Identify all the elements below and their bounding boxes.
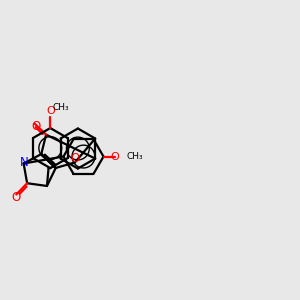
Text: N: N xyxy=(20,156,28,170)
Text: O: O xyxy=(31,120,40,133)
Text: CH₃: CH₃ xyxy=(126,152,143,161)
Text: O: O xyxy=(11,191,21,204)
Text: O: O xyxy=(46,106,55,116)
Text: CH₃: CH₃ xyxy=(52,103,69,112)
Text: O: O xyxy=(111,152,119,162)
Text: O: O xyxy=(70,152,80,165)
